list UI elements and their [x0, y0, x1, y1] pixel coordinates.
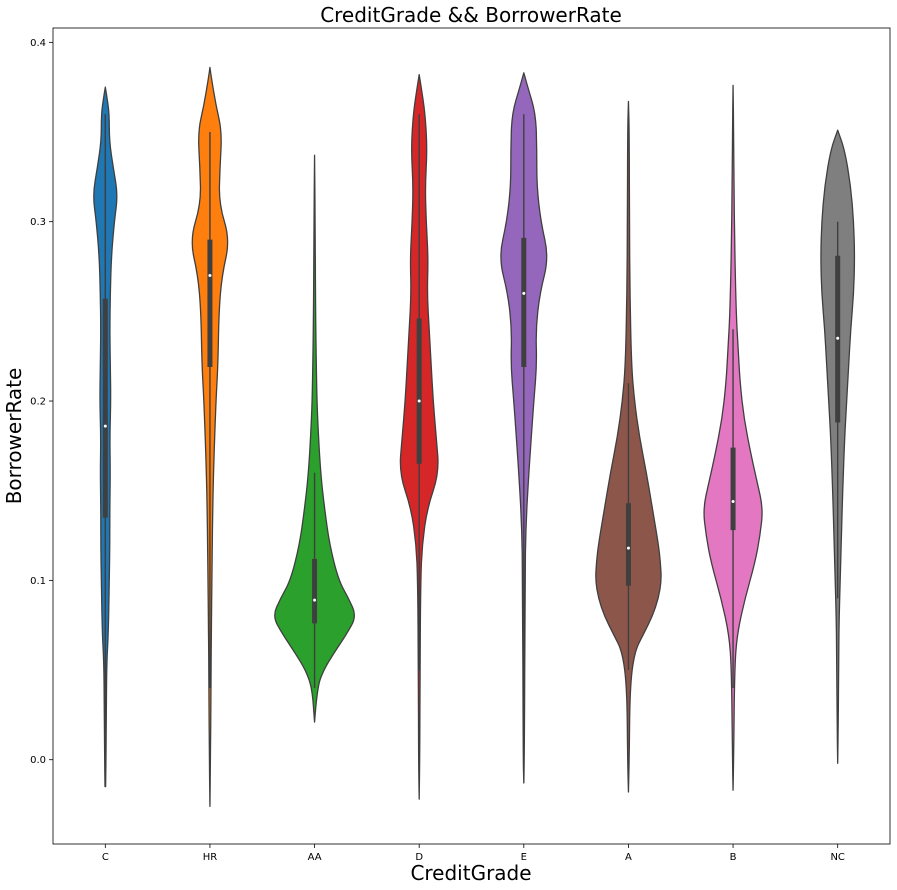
violin-median [836, 336, 840, 340]
violin-median [208, 273, 212, 277]
x-tick-label-c: C [102, 852, 109, 863]
violin-median [731, 499, 735, 503]
violin-median [417, 399, 421, 403]
violin-median [522, 291, 526, 295]
x-axis-label: CreditGrade [410, 861, 531, 885]
plot-frame [52, 27, 891, 845]
violin-d [399, 73, 439, 800]
chart-title: CreditGrade && BorrowerRate [320, 3, 622, 27]
y-tick-label: 0.4 [30, 38, 46, 49]
violin-hr [191, 66, 229, 807]
y-tick-label: 0.3 [30, 217, 46, 228]
y-tick-label: 0.1 [30, 576, 46, 587]
x-tick-label-hr: HR [203, 852, 218, 863]
violin-median [626, 546, 630, 550]
violin-c [93, 86, 118, 788]
violin-a [595, 100, 662, 793]
x-tick-label-a: A [625, 852, 632, 863]
y-axis: 0.0 0.1 0.2 0.3 0.4 [30, 38, 53, 766]
violin-b [703, 84, 763, 791]
x-tick-label-b: B [730, 852, 737, 863]
violins-group [93, 66, 856, 807]
violin-median [313, 598, 317, 602]
violin-aa [274, 154, 355, 723]
x-tick-label-nc: NC [830, 852, 844, 863]
x-axis: C HR AA D E A B NC [102, 844, 845, 863]
x-tick-label-aa: AA [308, 852, 322, 863]
x-tick-label-e: E [521, 852, 527, 863]
y-tick-label: 0.2 [30, 397, 46, 408]
x-tick-label-d: D [415, 852, 423, 863]
violin-nc [820, 129, 856, 764]
y-axis-label: BorrowerRate [2, 368, 26, 505]
violin-median [103, 424, 107, 428]
violin-e [500, 72, 548, 784]
violin-body [274, 154, 355, 723]
y-tick-label: 0.0 [30, 755, 46, 766]
